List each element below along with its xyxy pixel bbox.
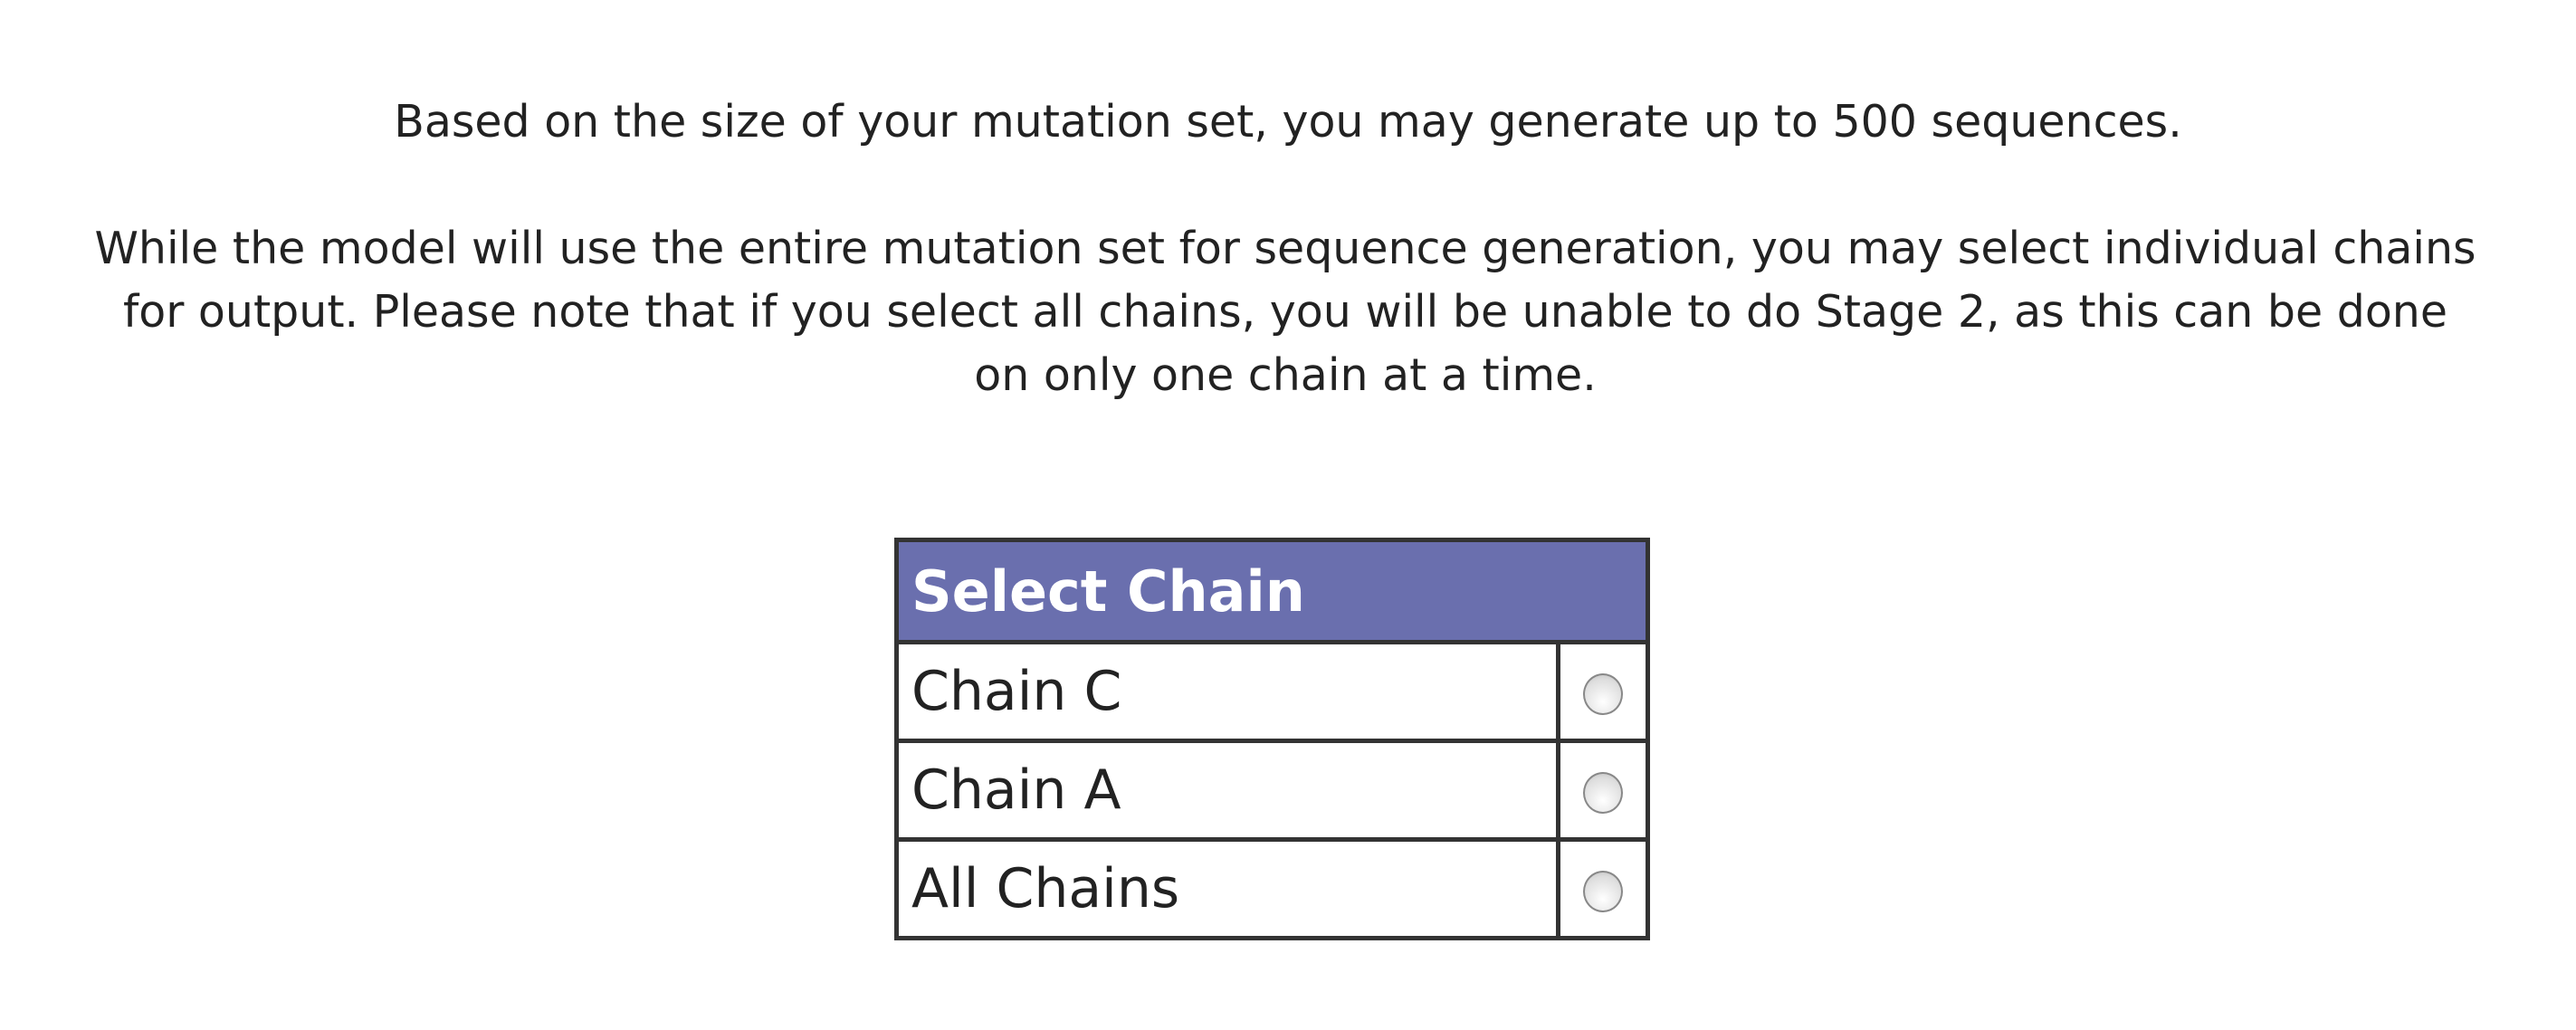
chain-selection-note: While the model will use the entire muta… (94, 223, 2476, 401)
all-chains-label: All Chains (894, 837, 1560, 940)
sequence-limit-text: Based on the size of your mutation set, … (394, 96, 2182, 148)
select-chain-header: Select Chain (894, 538, 1650, 644)
select-chain-table: Select Chain Chain C Chain A All Chains (894, 538, 1650, 940)
chain-a-label: Chain A (894, 739, 1560, 842)
table-row: Chain A (894, 739, 1650, 842)
chain-a-radio[interactable] (1583, 772, 1623, 815)
chain-c-label: Chain C (894, 640, 1560, 743)
all-chains-radio[interactable] (1583, 871, 1623, 913)
chain-c-radio[interactable] (1583, 673, 1623, 716)
table-row: Chain C (894, 640, 1650, 743)
table-row: All Chains (894, 837, 1650, 940)
